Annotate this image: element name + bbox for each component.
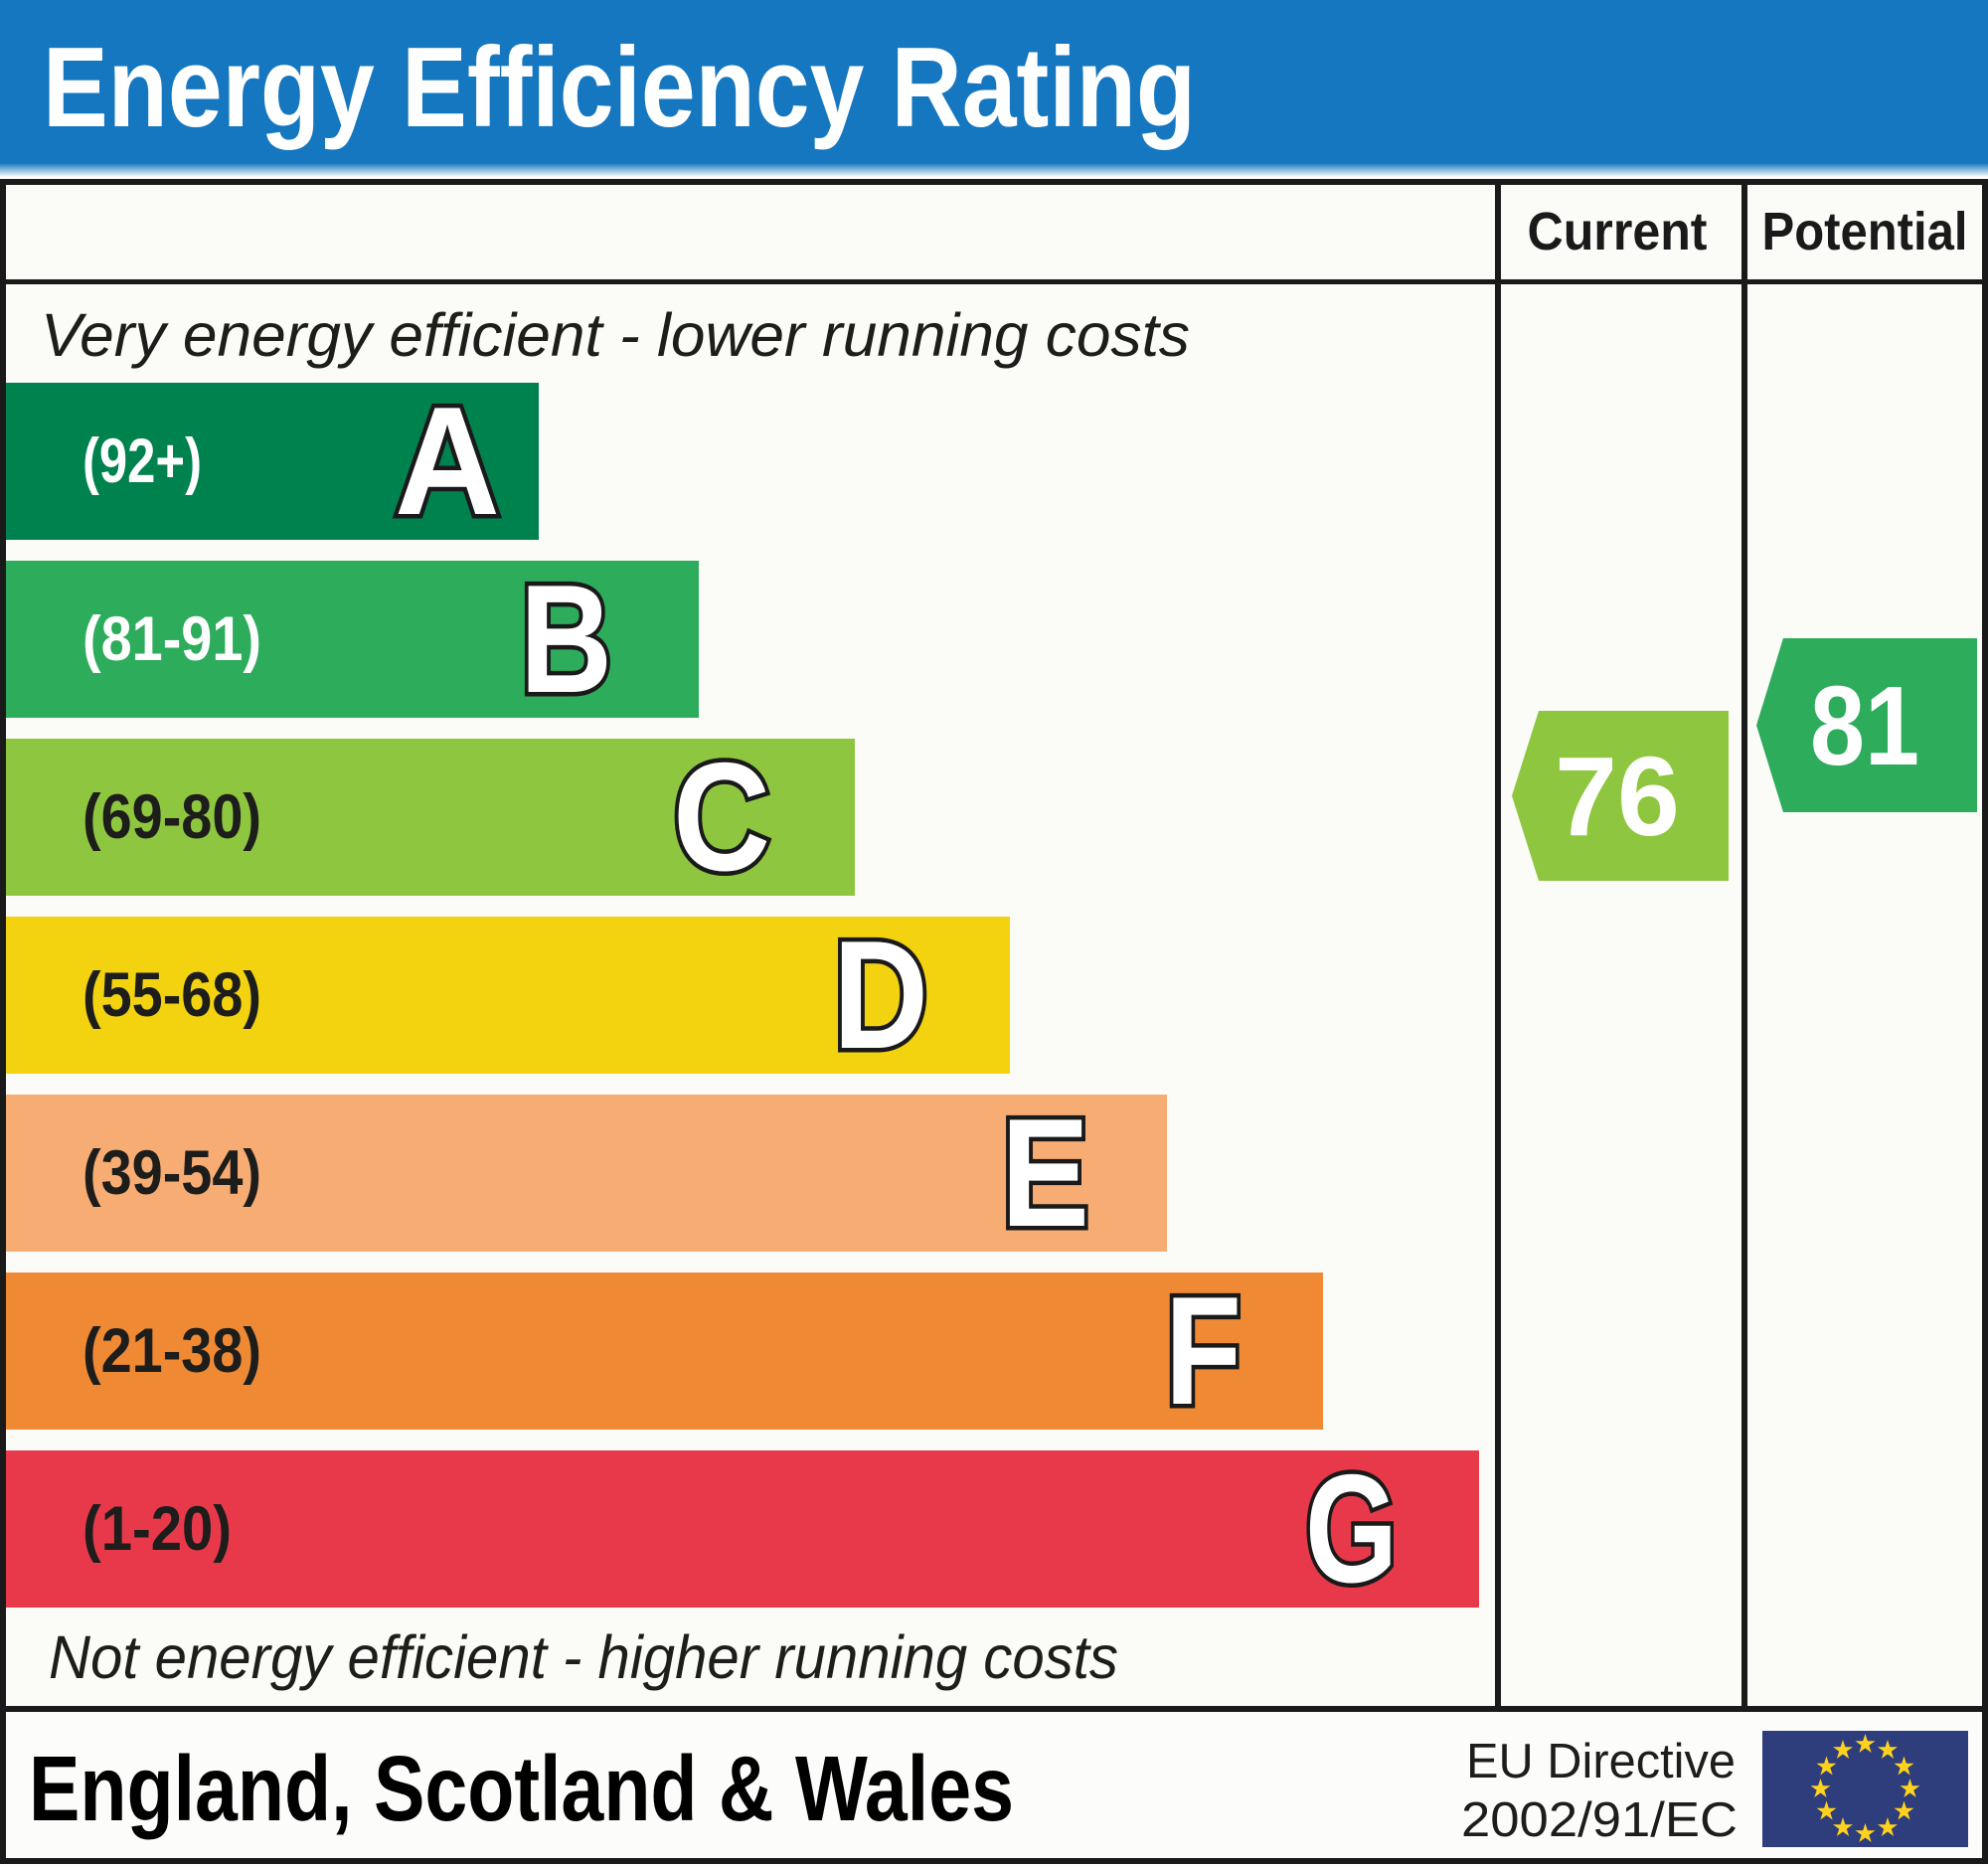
svg-text:F: F (1165, 1265, 1242, 1437)
svg-text:Potential: Potential (1762, 202, 1968, 261)
svg-text:81: 81 (1810, 663, 1919, 788)
svg-text:(92+): (92+) (83, 426, 202, 496)
svg-text:D: D (833, 909, 928, 1081)
svg-text:EU Directive: EU Directive (1466, 1735, 1736, 1788)
svg-text:E: E (1001, 1087, 1089, 1259)
svg-text:(39-54): (39-54) (83, 1138, 261, 1208)
svg-text:England, Scotland & Wales: England, Scotland & Wales (29, 1737, 1014, 1840)
svg-text:(55-68): (55-68) (83, 960, 261, 1030)
svg-text:C: C (673, 731, 770, 903)
svg-text:76: 76 (1555, 734, 1680, 859)
svg-text:(69-80): (69-80) (83, 782, 261, 852)
svg-text:Energy Efficiency Rating: Energy Efficiency Rating (43, 25, 1196, 151)
svg-text:Not energy efficient - higher: Not energy efficient - higher running co… (49, 1623, 1118, 1691)
svg-text:Very energy efficient - lower: Very energy efficient - lower running co… (41, 301, 1190, 369)
svg-text:Current: Current (1528, 202, 1708, 261)
svg-text:B: B (520, 553, 612, 725)
svg-text:A: A (395, 375, 500, 547)
svg-text:2002/91/EC: 2002/91/EC (1461, 1793, 1738, 1847)
svg-text:(81-91): (81-91) (83, 604, 261, 674)
svg-text:(21-38): (21-38) (83, 1316, 261, 1386)
svg-text:G: G (1305, 1443, 1398, 1614)
svg-text:(1-20): (1-20) (83, 1494, 232, 1564)
